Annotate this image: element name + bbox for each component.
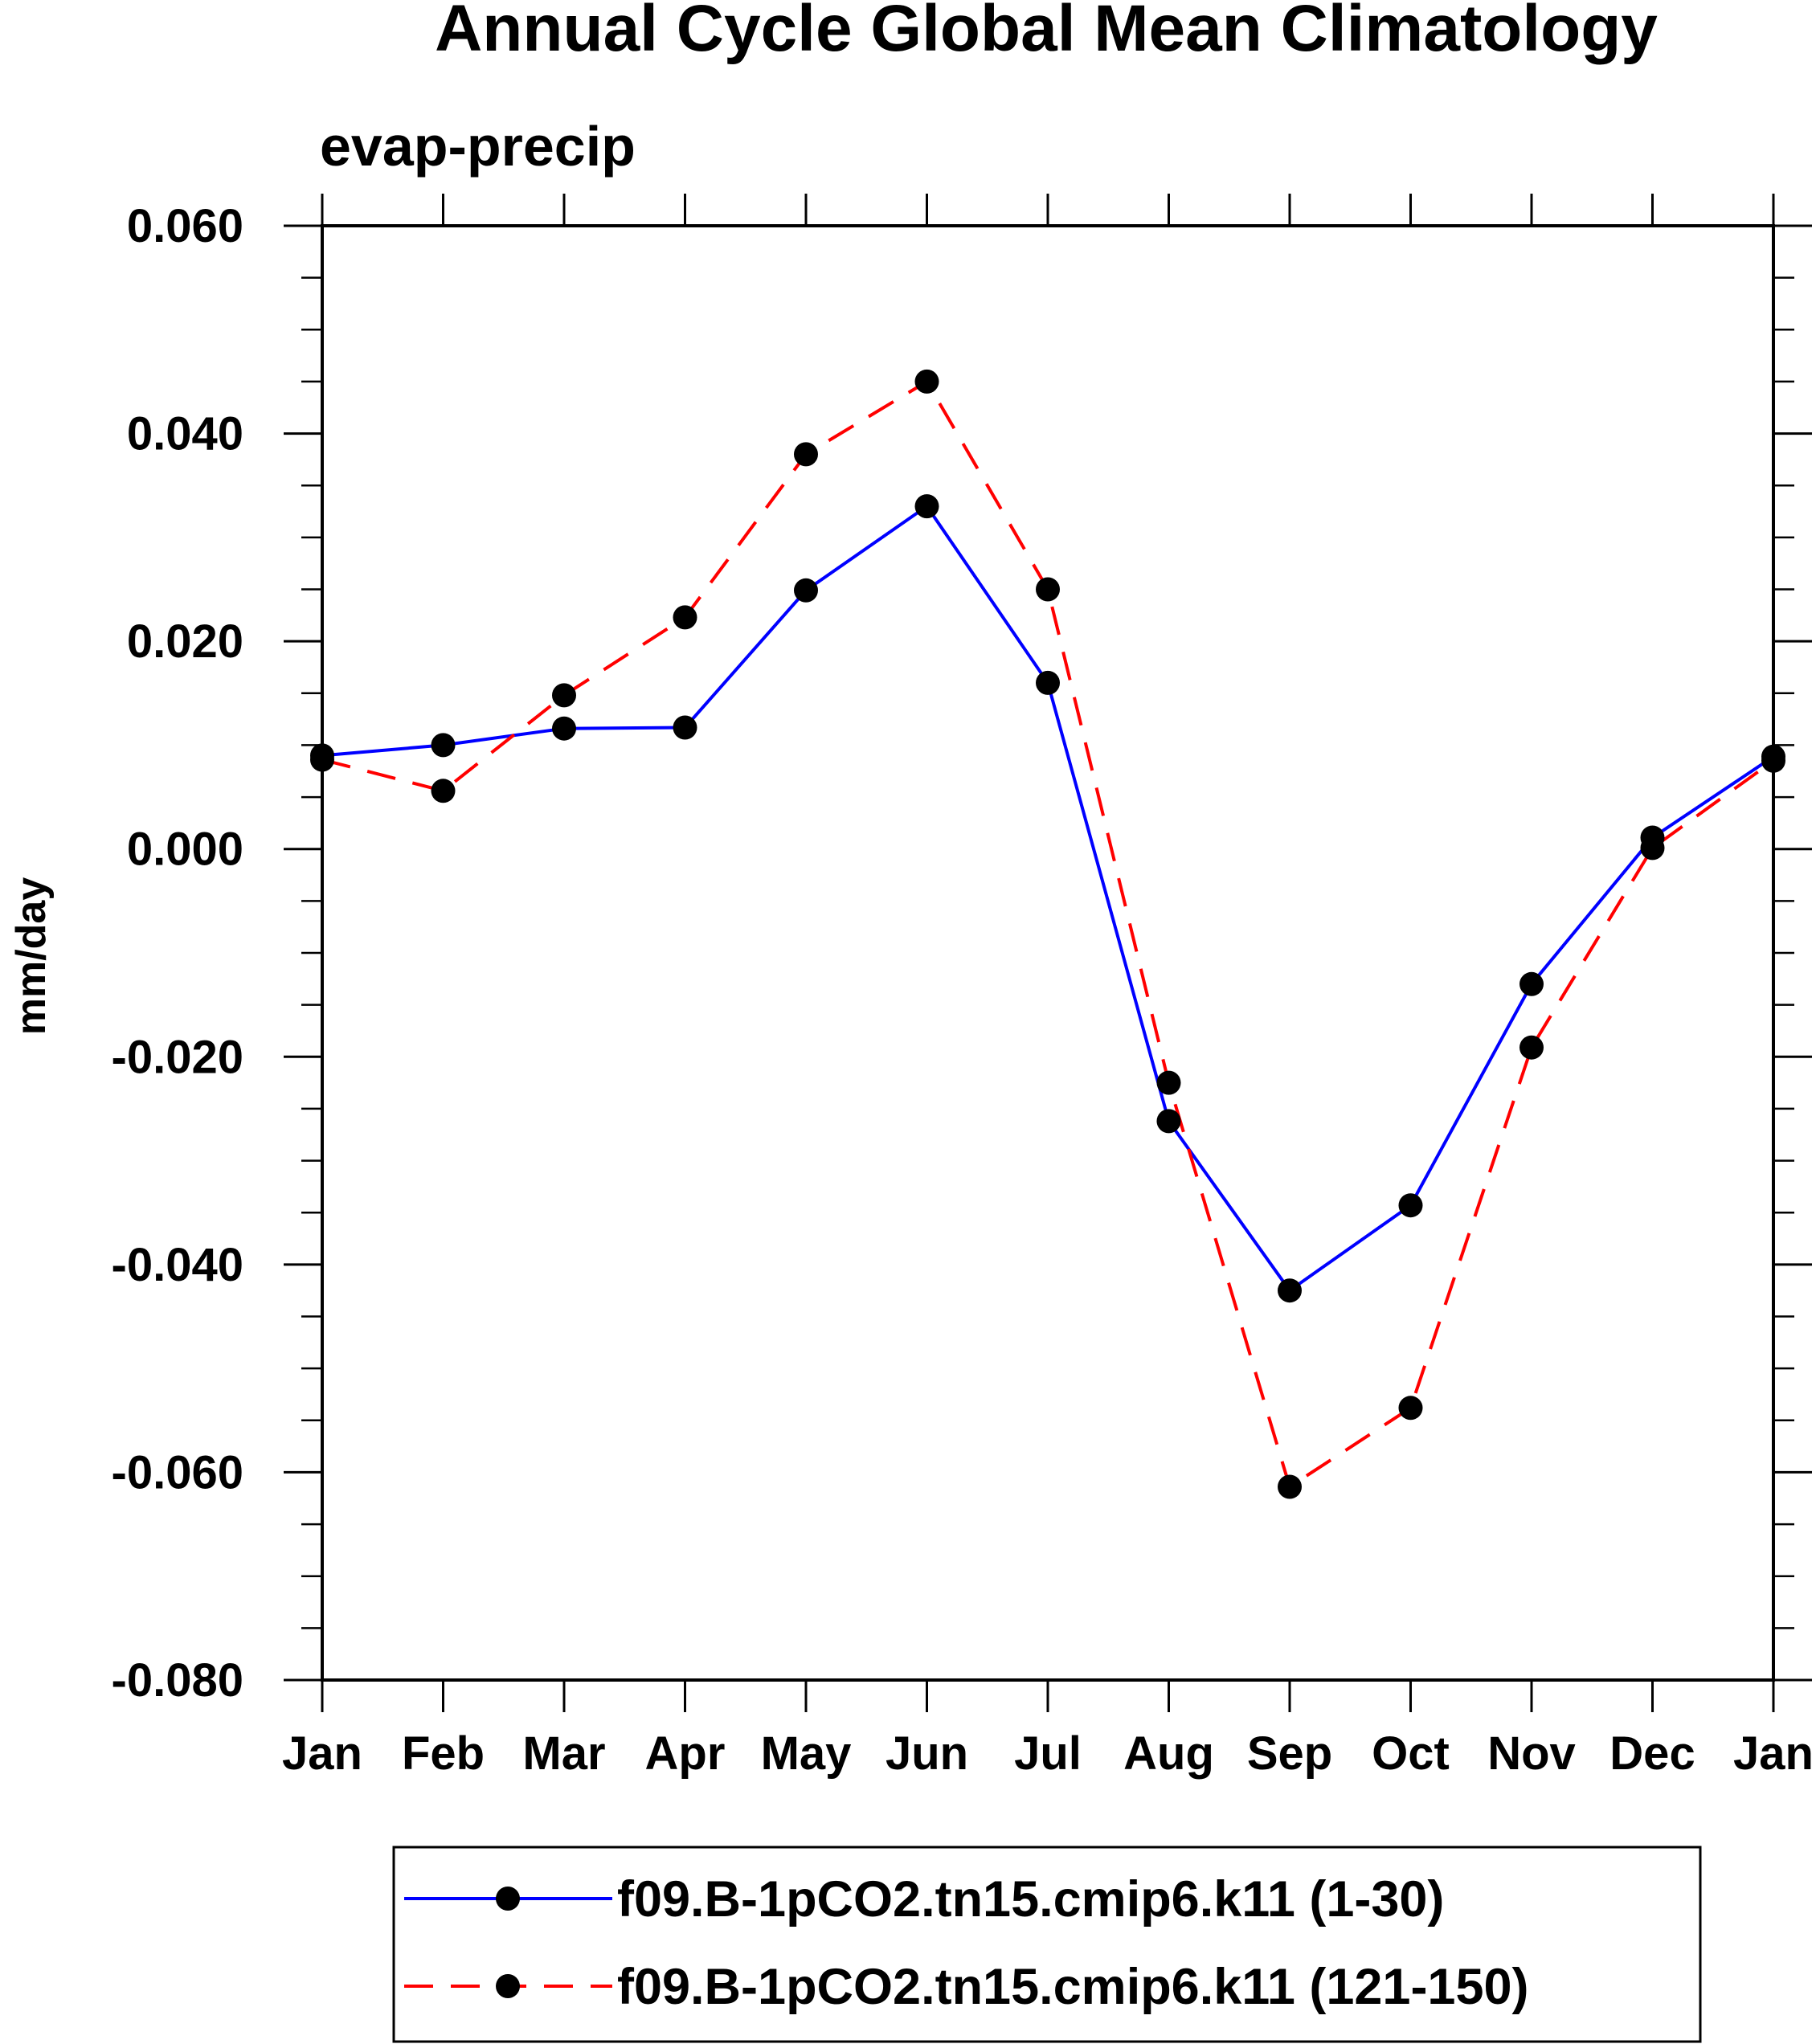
series-2-point-6 — [914, 369, 939, 394]
y-tick-label: -0.020 — [112, 1031, 243, 1083]
series-2-point-10 — [1398, 1396, 1423, 1421]
series-1-point-3 — [552, 716, 576, 741]
series-2-point-8 — [1156, 1070, 1181, 1095]
legend-marker-2 — [496, 1974, 520, 1998]
series-1-point-11 — [1519, 971, 1544, 996]
legend-box — [392, 1846, 1702, 2043]
axis-ticks: Jan Feb Mar Apr May Jun Jul Aug Sep Oct Nov Dec Jan 0… — [112, 194, 1814, 1780]
chart-subtitle: evap-precip — [320, 115, 636, 178]
x-tick-label: Nov — [1487, 1727, 1576, 1780]
y-tick-label: 0.060 — [127, 200, 243, 252]
x-tick-label: Jan — [282, 1727, 362, 1780]
legend: f09.B-1pCO2.tn15.cmip6.k11 (1-30) f09.B-1… — [392, 1846, 1702, 2043]
y-tick-label: 0.040 — [127, 408, 243, 460]
chart-title: Annual Cycle Global Mean Climatology — [435, 0, 1658, 65]
legend-marker-1 — [496, 1887, 520, 1911]
series-1-point-2 — [431, 733, 456, 758]
x-tick-label: Mar — [522, 1727, 605, 1780]
x-tick-label: Jan — [1733, 1727, 1814, 1780]
x-tick-label: Feb — [402, 1727, 485, 1780]
legend-label-1: f09.B-1pCO2.tn15.cmip6.k11 (1-30) — [617, 1871, 1444, 1927]
series-2-point-5 — [794, 442, 818, 467]
y-tick-label: 0.000 — [127, 824, 243, 876]
x-tick-label: Jun — [886, 1727, 968, 1780]
series-1-point-5 — [794, 578, 818, 603]
series-2-point-9 — [1278, 1474, 1302, 1499]
x-tick-label: Apr — [645, 1727, 726, 1780]
x-tick-label: Aug — [1123, 1727, 1214, 1780]
y-tick-label: -0.080 — [112, 1654, 243, 1707]
series-1-point-7 — [1036, 670, 1060, 695]
series-1-point-9 — [1278, 1278, 1302, 1303]
x-tick-label: Dec — [1609, 1727, 1695, 1780]
series-2-point-2 — [431, 779, 456, 803]
series-2-point-3 — [552, 683, 576, 708]
series-2-point-12 — [1640, 836, 1665, 861]
x-tick-label: Sep — [1247, 1727, 1332, 1780]
plot-area — [310, 369, 1785, 1499]
series-2-point-7 — [1036, 577, 1060, 602]
x-tick-label: Jul — [1014, 1727, 1082, 1780]
y-tick-label: 0.020 — [127, 615, 243, 668]
series-1-point-6 — [914, 494, 939, 519]
series-2-point-11 — [1519, 1035, 1544, 1060]
y-tick-label: -0.060 — [112, 1446, 243, 1498]
series-1-point-8 — [1156, 1109, 1181, 1134]
x-tick-label: Oct — [1372, 1727, 1450, 1780]
legend-label-2: f09.B-1pCO2.tn15.cmip6.k11 (121-150) — [617, 1959, 1529, 2015]
series-1-point-4 — [673, 715, 697, 740]
y-axis-label: mm/day — [8, 877, 55, 1036]
series-1-point-10 — [1398, 1193, 1423, 1218]
y-tick-label: -0.040 — [112, 1239, 243, 1291]
series-2-point-4 — [673, 605, 697, 630]
x-tick-label: May — [761, 1727, 852, 1780]
